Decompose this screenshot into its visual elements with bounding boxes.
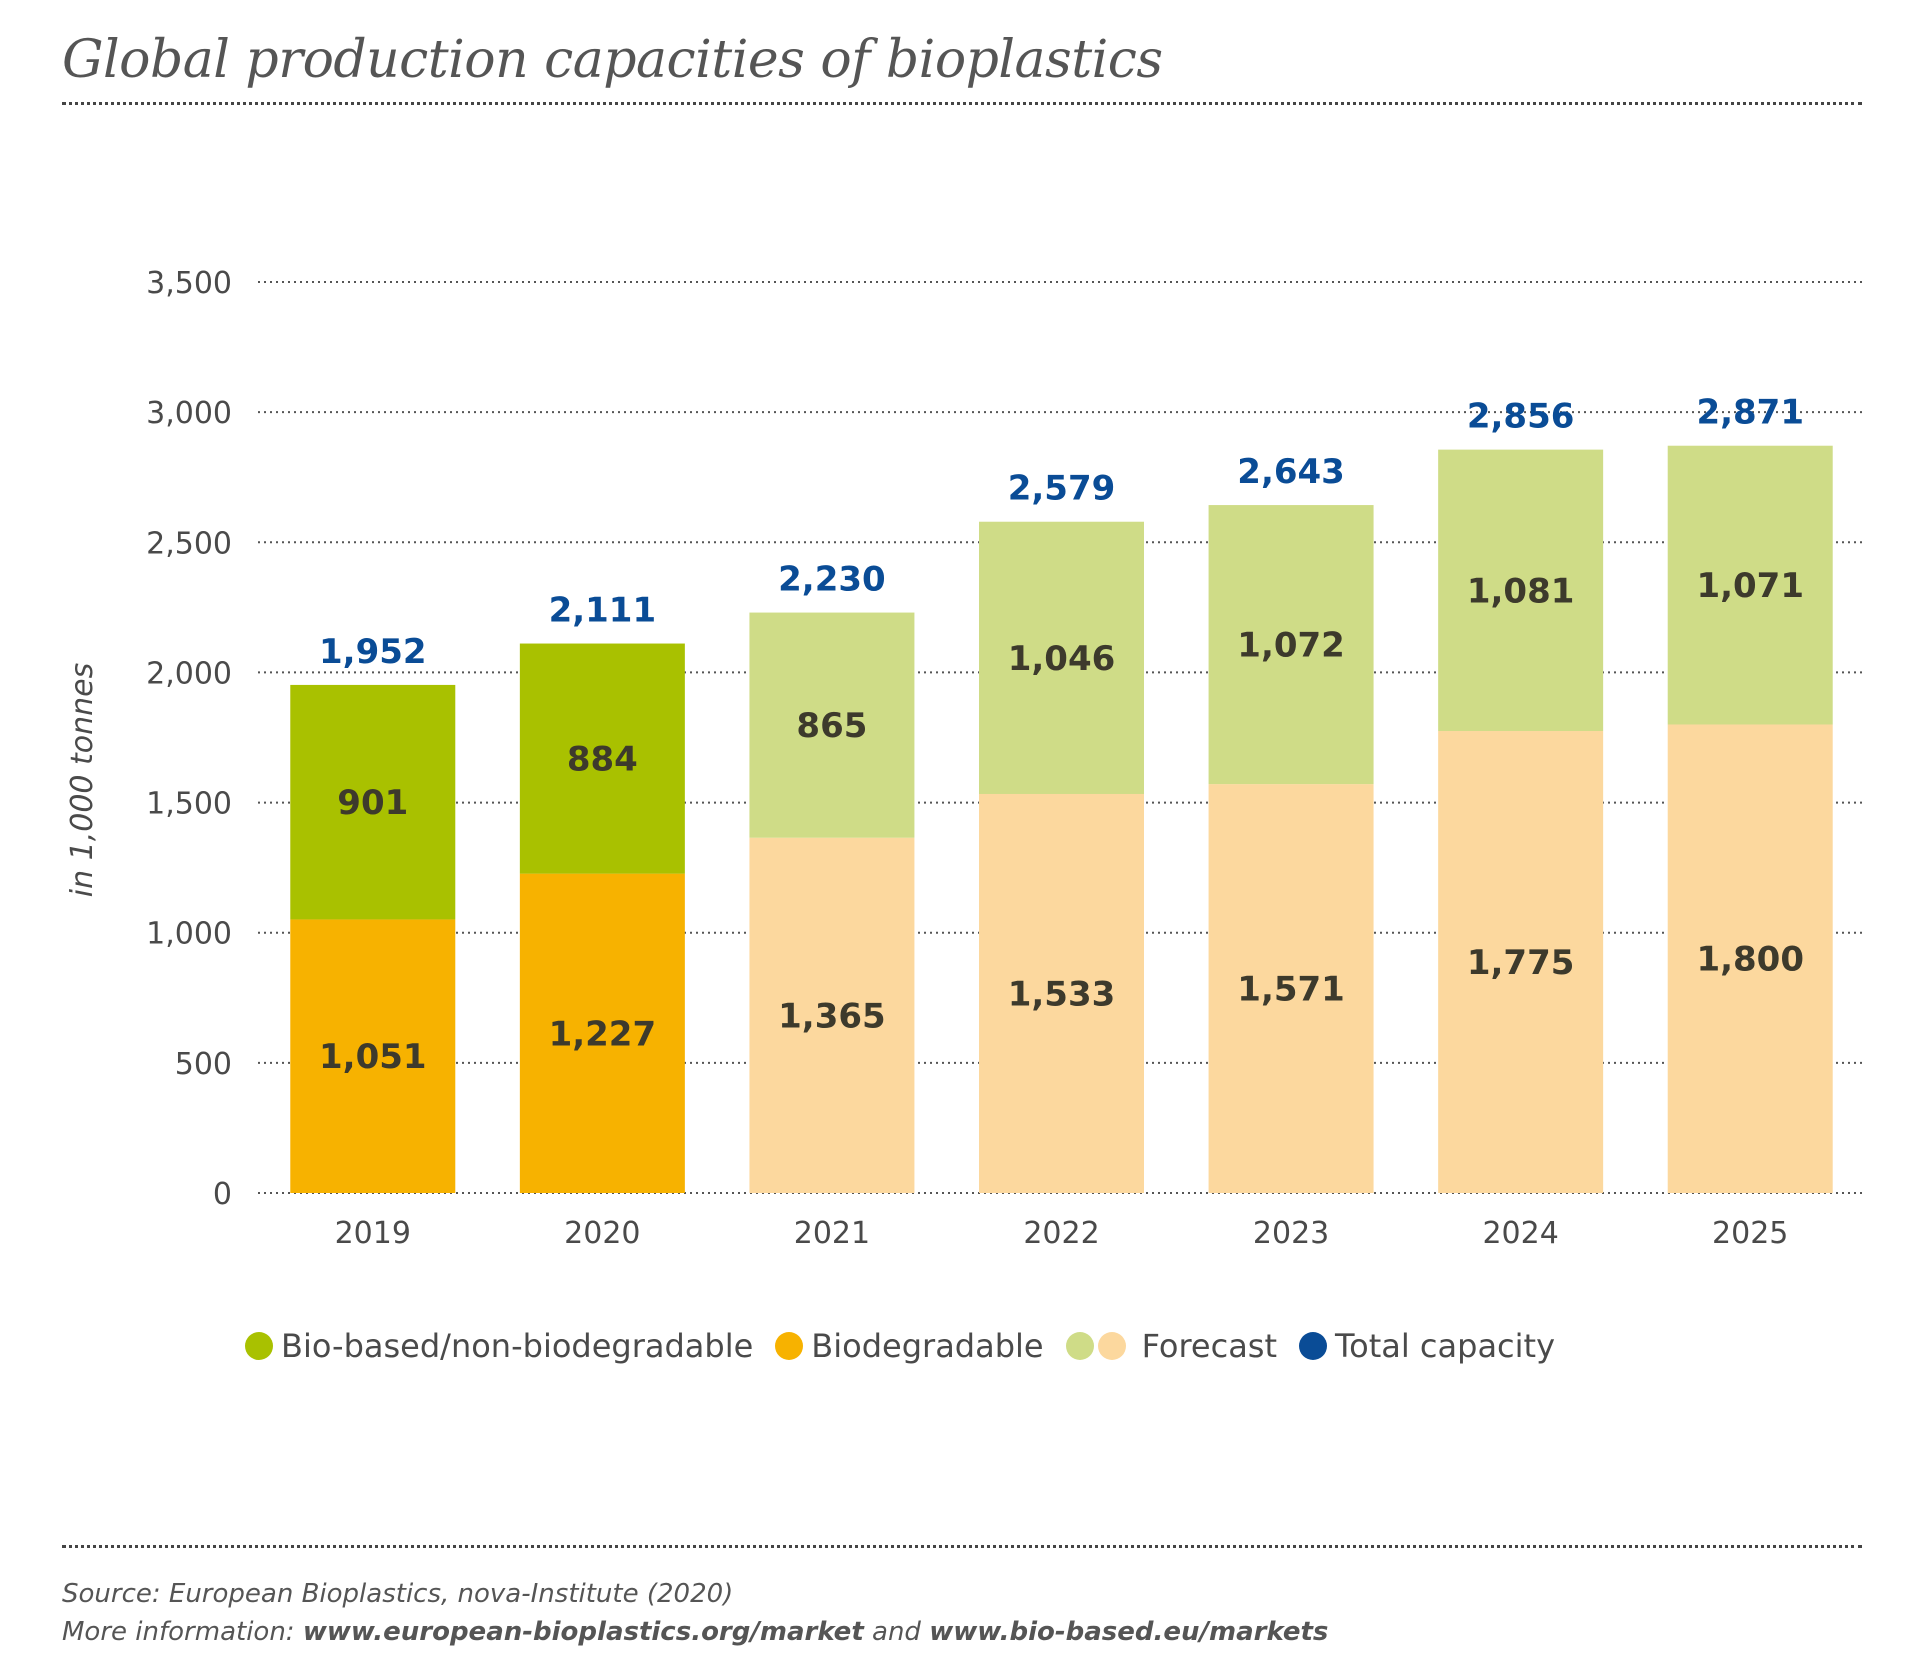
- source-line: Source: European Bioplastics, nova-Insti…: [62, 1579, 734, 1609]
- data-label-total: 2,856: [1467, 397, 1575, 437]
- bar-biodegradable: [1438, 730, 1604, 1193]
- more-info-line: More information: www.european-bioplasti…: [62, 1613, 1328, 1651]
- total-capacity-swatch: [1299, 1332, 1328, 1360]
- y-tick-label: 2,500: [146, 526, 232, 561]
- data-label-bio-based: 865: [796, 706, 867, 746]
- data-label-biodegradable: 1,365: [778, 996, 886, 1036]
- y-tick-label: 3,000: [146, 396, 232, 431]
- more-info-and: and: [863, 1617, 930, 1647]
- forecast-biodegradable-swatch: [1097, 1332, 1126, 1360]
- data-label-biodegradable: 1,571: [1237, 970, 1345, 1010]
- link-bio-based[interactable]: www.bio-based.eu/markets: [929, 1617, 1329, 1647]
- x-axis-tick-labels: 2019 2020 2021 2022 2023 2024 2025: [335, 1216, 1789, 1251]
- x-tick-label: 2024: [1482, 1216, 1558, 1251]
- bar-biodegradable: [1667, 724, 1833, 1193]
- legend-label-total: Total capacity: [1335, 1327, 1556, 1365]
- data-label-total: 2,871: [1696, 393, 1804, 433]
- biodegradable-swatch: [775, 1332, 804, 1360]
- bar-bio-based: [1208, 505, 1374, 785]
- x-tick-label: 2023: [1253, 1216, 1329, 1251]
- y-axis-label: in 1,000 tonnes: [65, 663, 100, 898]
- legend-label-biodegradable: Biodegradable: [811, 1327, 1044, 1365]
- y-tick-label: 1,000: [146, 917, 232, 952]
- y-tick-label: 2,000: [146, 656, 232, 691]
- data-label-total: 2,111: [549, 591, 657, 631]
- legend-item-bio-based: Bio-based/non-biodegradable: [245, 1327, 753, 1365]
- data-label-total: 2,579: [1008, 469, 1116, 509]
- more-info-prefix: More information:: [62, 1617, 303, 1647]
- data-label-biodegradable: 1,051: [319, 1037, 427, 1077]
- source-note: Source: European Bioplastics, nova-Insti…: [62, 1575, 1328, 1651]
- bar-bio-based: [749, 612, 915, 838]
- bar-bio-based: [1438, 449, 1604, 731]
- x-tick-label: 2021: [794, 1216, 870, 1251]
- data-label-bio-based: 1,081: [1467, 571, 1575, 611]
- data-label-total: 2,643: [1237, 452, 1345, 492]
- bar-bio-based: [979, 521, 1144, 794]
- data-label-bio-based: 901: [337, 783, 408, 823]
- legend-item-total: Total capacity: [1299, 1327, 1555, 1365]
- bar-chart: 0 500 1,000 1,500 2,000 2,500 3,000 3,500 1,051…: [65, 266, 1865, 1251]
- data-label-bio-based: 884: [567, 740, 638, 780]
- bar-biodegradable: [749, 837, 915, 1193]
- legend-label-forecast: Forecast: [1141, 1327, 1278, 1365]
- bar-biodegradable: [519, 873, 685, 1193]
- data-label-biodegradable: 1,227: [549, 1014, 657, 1054]
- forecast-bio-based-swatch: [1065, 1332, 1094, 1360]
- bar-biodegradable: [290, 919, 456, 1193]
- legend-label-bio-based: Bio-based/non-biodegradable: [281, 1327, 754, 1365]
- data-label-bio-based: 1,072: [1237, 626, 1345, 666]
- y-tick-label: 0: [213, 1177, 232, 1212]
- x-tick-label: 2020: [564, 1216, 640, 1251]
- bar-biodegradable: [979, 793, 1144, 1193]
- data-label-total: 2,230: [778, 560, 886, 600]
- x-tick-label: 2022: [1023, 1216, 1099, 1251]
- data-label-bio-based: 1,046: [1008, 639, 1116, 679]
- data-label-biodegradable: 1,533: [1008, 974, 1116, 1014]
- x-tick-label: 2019: [335, 1216, 411, 1251]
- data-label-biodegradable: 1,800: [1696, 940, 1804, 980]
- data-label-bio-based: 1,071: [1696, 566, 1804, 606]
- bar-biodegradable: [1208, 784, 1374, 1193]
- y-tick-label: 1,500: [146, 787, 232, 822]
- data-label-total: 1,952: [319, 632, 427, 672]
- legend-item-forecast: Forecast: [1065, 1327, 1278, 1365]
- link-european-bioplastics[interactable]: www.european-bioplastics.org/market: [302, 1617, 864, 1647]
- title-divider: [62, 102, 1862, 105]
- bars: 1,051 901 1,952 1,227 884 2,111 1,365 865 2,230 1…: [290, 393, 1833, 1193]
- y-axis-tick-labels: 0 500 1,000 1,500 2,000 2,500 3,000 3,500: [146, 266, 232, 1212]
- legend-item-biodegradable: Biodegradable: [775, 1327, 1044, 1365]
- x-tick-label: 2025: [1712, 1216, 1788, 1251]
- y-tick-label: 3,500: [146, 266, 232, 301]
- chart-title: Global production capacities of bioplast…: [62, 30, 1163, 90]
- y-tick-label: 500: [175, 1047, 232, 1082]
- bio-based-swatch: [245, 1332, 273, 1360]
- bar-bio-based: [1667, 445, 1833, 725]
- bar-bio-based: [519, 643, 685, 874]
- footer-divider: [62, 1545, 1862, 1548]
- legend: Bio-based/non-biodegradable Biodegradabl…: [245, 1327, 1577, 1365]
- bar-bio-based: [290, 684, 456, 920]
- data-label-biodegradable: 1,775: [1467, 943, 1575, 983]
